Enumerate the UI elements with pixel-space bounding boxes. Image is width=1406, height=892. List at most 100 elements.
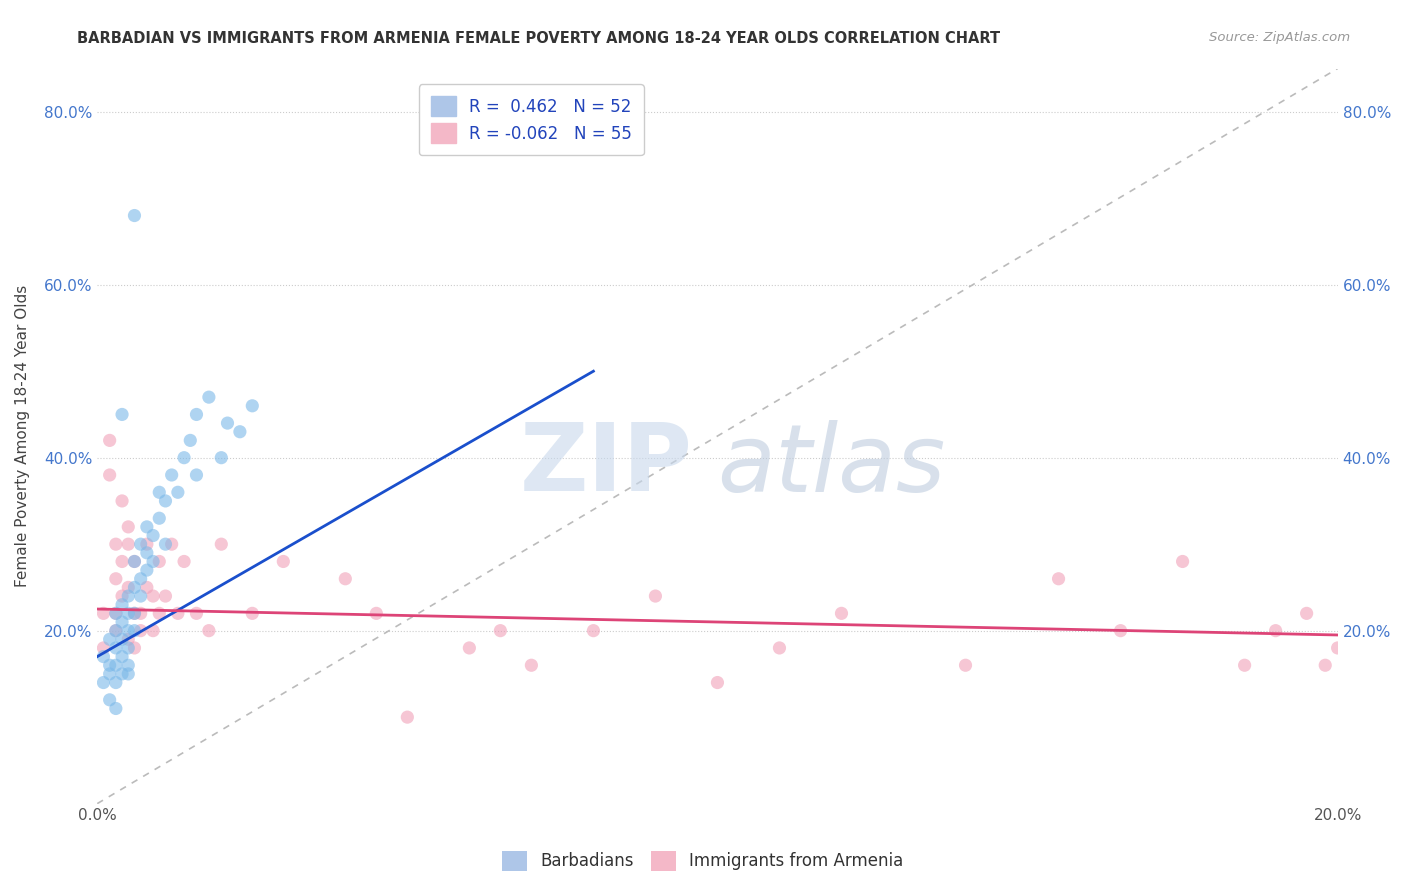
Point xyxy=(104,624,127,638)
Point xyxy=(198,624,221,638)
Point xyxy=(93,675,115,690)
Point xyxy=(396,710,419,724)
Legend: R =  0.462   N = 52, R = -0.062   N = 55: R = 0.462 N = 52, R = -0.062 N = 55 xyxy=(419,84,644,155)
Point xyxy=(198,390,221,404)
Point xyxy=(124,607,146,621)
Point xyxy=(117,640,139,655)
Point xyxy=(117,589,139,603)
Text: Source: ZipAtlas.com: Source: ZipAtlas.com xyxy=(1209,31,1350,45)
Point xyxy=(93,607,115,621)
Point xyxy=(98,666,121,681)
Point xyxy=(135,546,157,560)
Point xyxy=(98,434,121,448)
Point xyxy=(955,658,977,673)
Point xyxy=(186,607,208,621)
Point xyxy=(124,607,146,621)
Point xyxy=(93,640,115,655)
Point xyxy=(148,554,170,568)
Point xyxy=(167,607,190,621)
Point xyxy=(142,624,165,638)
Point xyxy=(155,494,177,508)
Point xyxy=(240,607,263,621)
Point xyxy=(706,675,728,690)
Point xyxy=(104,607,127,621)
Point xyxy=(1047,572,1070,586)
Point xyxy=(111,615,134,629)
Point xyxy=(217,416,239,430)
Point xyxy=(117,537,139,551)
Point xyxy=(117,658,139,673)
Point xyxy=(104,701,127,715)
Point xyxy=(173,450,195,465)
Point xyxy=(135,563,157,577)
Point xyxy=(186,467,208,482)
Point xyxy=(111,649,134,664)
Point xyxy=(366,607,388,621)
Point xyxy=(209,537,232,551)
Point xyxy=(129,572,152,586)
Text: ZIP: ZIP xyxy=(520,419,693,511)
Point xyxy=(1109,624,1132,638)
Point xyxy=(124,209,146,223)
Point xyxy=(458,640,481,655)
Point xyxy=(98,658,121,673)
Point xyxy=(768,640,790,655)
Point xyxy=(98,632,121,647)
Point xyxy=(155,537,177,551)
Point xyxy=(111,589,134,603)
Point xyxy=(129,537,152,551)
Point xyxy=(179,434,201,448)
Point xyxy=(142,528,165,542)
Point xyxy=(209,450,232,465)
Point xyxy=(186,408,208,422)
Text: BARBADIAN VS IMMIGRANTS FROM ARMENIA FEMALE POVERTY AMONG 18-24 YEAR OLDS CORREL: BARBADIAN VS IMMIGRANTS FROM ARMENIA FEM… xyxy=(77,31,1001,46)
Point xyxy=(104,675,127,690)
Point xyxy=(148,607,170,621)
Point xyxy=(644,589,666,603)
Point xyxy=(93,649,115,664)
Point xyxy=(104,572,127,586)
Point xyxy=(129,589,152,603)
Point xyxy=(104,658,127,673)
Point xyxy=(111,554,134,568)
Point xyxy=(111,494,134,508)
Point xyxy=(142,554,165,568)
Point xyxy=(117,607,139,621)
Y-axis label: Female Poverty Among 18-24 Year Olds: Female Poverty Among 18-24 Year Olds xyxy=(15,285,30,587)
Point xyxy=(104,640,127,655)
Point xyxy=(111,408,134,422)
Point xyxy=(98,467,121,482)
Point xyxy=(335,572,357,586)
Point xyxy=(104,607,127,621)
Point xyxy=(1171,554,1194,568)
Point xyxy=(1326,640,1348,655)
Point xyxy=(117,632,139,647)
Point xyxy=(129,624,152,638)
Point xyxy=(1295,607,1317,621)
Point xyxy=(160,467,183,482)
Point xyxy=(111,666,134,681)
Point xyxy=(142,589,165,603)
Point xyxy=(98,693,121,707)
Point xyxy=(520,658,543,673)
Point xyxy=(104,537,127,551)
Point xyxy=(117,624,139,638)
Point xyxy=(124,640,146,655)
Point xyxy=(124,624,146,638)
Point xyxy=(155,589,177,603)
Text: atlas: atlas xyxy=(717,420,946,511)
Point xyxy=(124,554,146,568)
Point xyxy=(135,581,157,595)
Point xyxy=(489,624,512,638)
Legend: Barbadians, Immigrants from Armenia: Barbadians, Immigrants from Armenia xyxy=(494,842,912,880)
Point xyxy=(1264,624,1286,638)
Point xyxy=(160,537,183,551)
Point xyxy=(117,581,139,595)
Point xyxy=(830,607,852,621)
Point xyxy=(148,511,170,525)
Point xyxy=(1315,658,1337,673)
Point xyxy=(148,485,170,500)
Point xyxy=(135,537,157,551)
Point xyxy=(135,520,157,534)
Point xyxy=(111,598,134,612)
